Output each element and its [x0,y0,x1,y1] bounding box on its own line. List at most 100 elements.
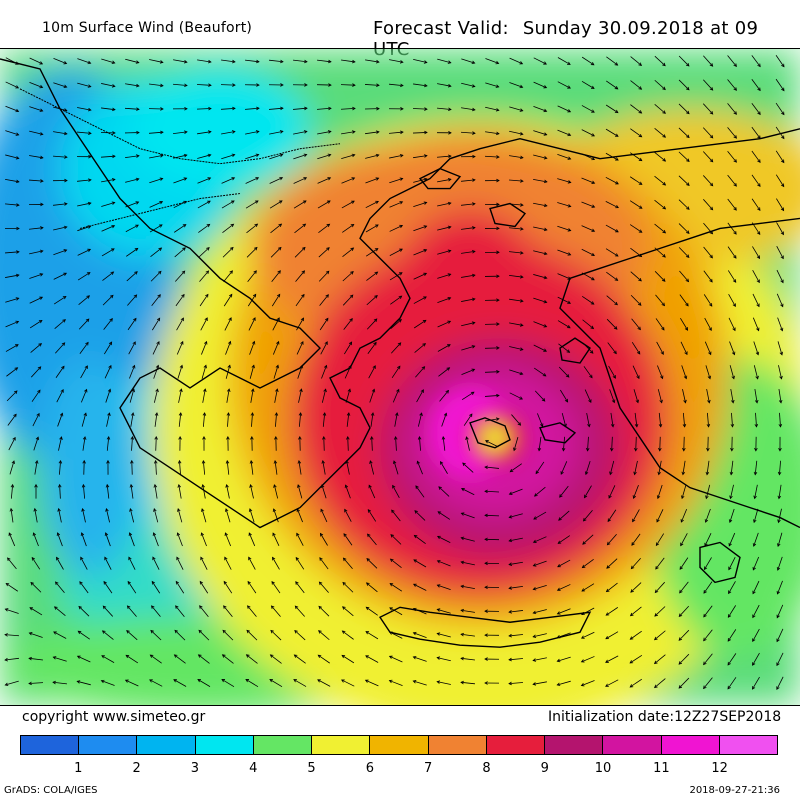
wind-arrow-head [302,200,307,204]
wind-arrow-head [472,154,476,159]
wind-arrow-head [472,226,476,230]
wind-arrow [606,56,618,66]
wind-arrow-head [393,436,398,440]
wind-arrow-head [153,508,157,512]
wind-arrow-head [638,157,643,162]
wind-arrow-head [203,388,207,393]
wind-arrow [80,557,88,570]
wind-arrow-head [591,109,595,113]
wind-arrow [533,250,547,255]
wind-arrow [703,581,713,594]
wind-arrow [103,318,113,330]
wind-arrow [222,223,234,234]
wind-arrow-head [508,586,513,590]
wind-arrow-head [206,247,210,251]
wind-arrow [752,580,760,594]
wind-arrow [533,274,547,279]
wind-arrow-head [424,107,428,111]
wind-arrow [680,533,688,546]
wind-arrow [416,389,424,403]
wind-arrow [341,200,355,209]
wind-arrow [584,485,592,498]
wind-arrow [437,511,451,520]
wind-arrow-head [423,60,428,64]
wind-arrow-head [34,483,38,488]
wind-arrow [752,604,760,618]
wind-arrow [293,200,307,209]
wind-arrow [606,80,618,90]
wind-arrow [727,79,737,91]
wind-arrow-head [256,59,260,64]
wind-arrow-head [661,302,666,307]
wind-arrow-head [342,557,347,562]
wind-arrow [751,79,761,91]
wind-arrow-head [662,254,666,258]
wind-arrow-head [230,223,235,228]
wind-arrow [101,225,115,232]
wind-arrow [292,107,308,110]
wind-arrow-head [543,348,548,352]
wind-arrow [417,461,423,475]
wind-arrow-head [508,681,512,686]
wind-arrow-head [727,614,732,618]
wind-arrow-head [7,557,11,562]
wind-arrow [220,84,236,86]
wind-arrow-head [757,159,761,163]
wind-arrow [389,201,403,208]
wind-arrow [703,677,713,689]
wind-arrow-head [543,156,548,160]
wind-arrow [178,484,182,499]
wind-arrow [53,131,67,135]
wind-arrow [247,605,257,617]
wind-arrow [560,461,568,475]
wind-arrow [392,389,400,403]
wind-arrow [57,532,63,547]
wind-arrow-head [155,388,159,393]
wind-arrow-head [130,436,135,440]
wind-arrow-head [542,373,547,377]
wind-arrow [295,270,305,282]
wind-arrow [678,605,690,617]
wind-arrow [345,484,351,499]
wind-arrow [777,532,783,547]
wind-arrow [366,318,378,330]
wind-arrow [605,104,619,113]
wind-arrow-head [35,436,40,441]
wind-arrow [318,630,330,641]
wind-arrow-head [324,341,328,345]
wind-arrow-head [685,230,690,234]
wind-arrow-head [484,681,488,685]
wind-arrow [5,608,19,614]
wind-arrow [269,130,283,135]
wind-arrow [728,317,736,331]
wind-arrow [654,79,666,90]
wind-arrow [245,177,259,184]
wind-arrow [437,178,451,183]
wind-arrow [5,81,19,89]
wind-arrow-head [376,83,380,87]
wind-arrow [342,224,354,233]
wind-arrow [58,436,62,451]
wind-arrow [318,223,330,233]
wind-arrow-head [448,131,452,135]
wind-arrow [509,57,523,65]
wind-arrow-head [34,460,39,464]
wind-arrow-head [776,686,780,691]
wind-arrow-head [520,203,524,207]
wind-arrow-head [533,516,537,520]
wind-arrow-head [153,459,158,464]
wind-arrow [634,460,638,475]
wind-arrow-head [400,83,404,88]
wind-arrow-head [484,513,488,518]
wind-arrow [28,682,44,684]
wind-arrow [176,557,184,570]
wind-arrow-head [180,340,184,345]
wind-arrow-head [198,629,203,634]
wind-arrow [346,460,350,475]
wind-arrow-head [752,590,756,595]
wind-arrow-head [637,326,641,331]
wind-arrow [221,59,235,63]
wind-arrow [389,655,403,663]
wind-arrow-head [11,460,16,465]
wind-arrow-head [375,153,380,158]
